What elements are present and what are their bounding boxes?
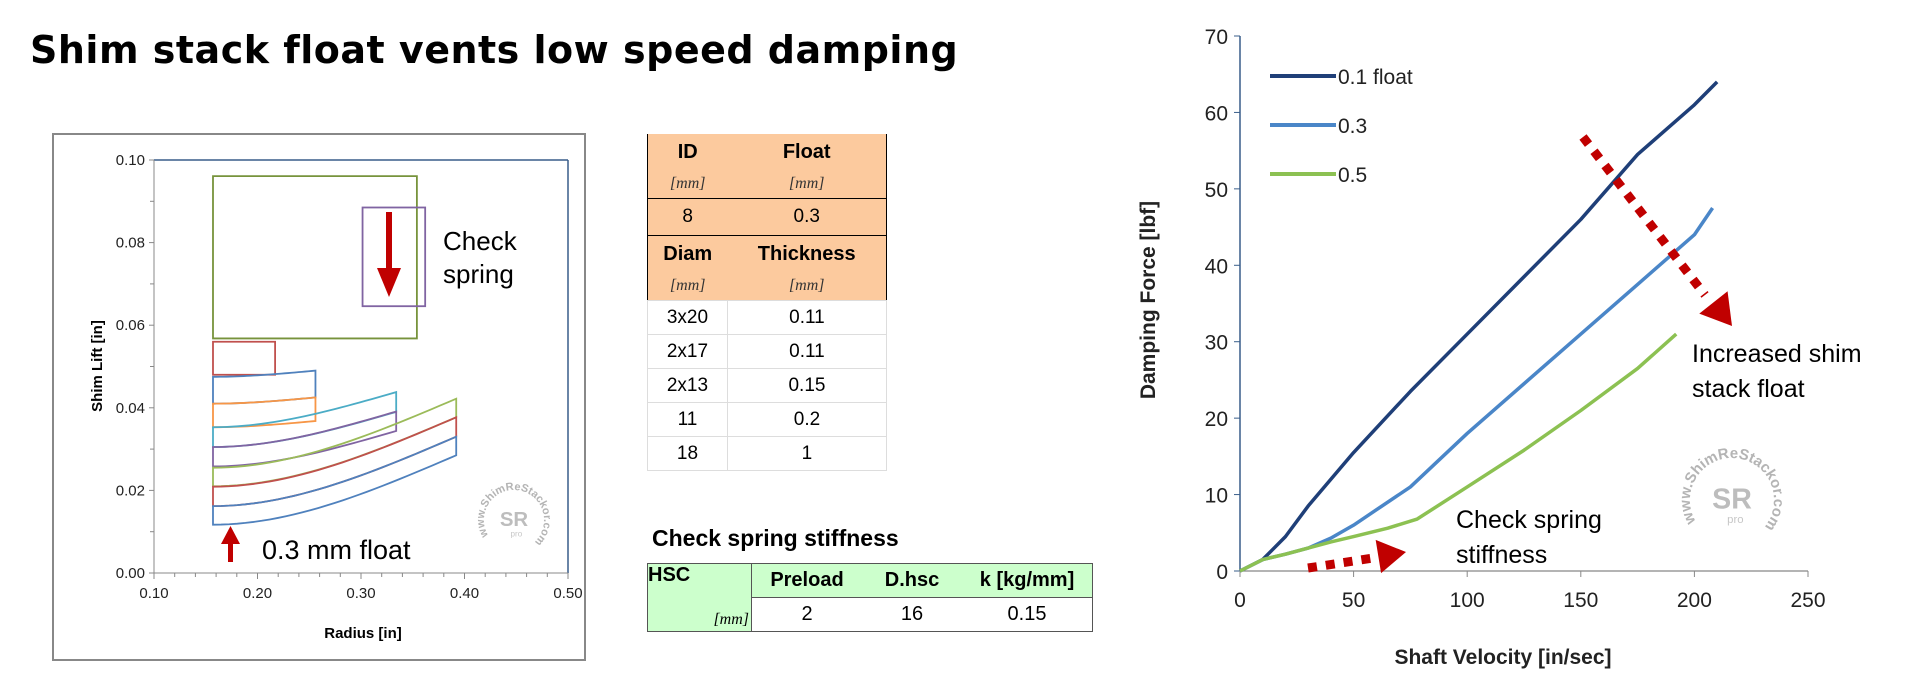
annotation-check-spring-1: Check (443, 226, 518, 256)
diam-cell[interactable]: 3x20 (647, 300, 728, 335)
shim-outline (212, 415, 458, 508)
y-tick-label: 0.08 (116, 235, 145, 252)
shim-outline (212, 397, 458, 488)
watermark-sub: pro (511, 530, 523, 539)
float-value[interactable]: 0.3 (727, 198, 887, 236)
y-tick-label: 0.00 (116, 565, 145, 582)
x-tick-label: 0.30 (346, 585, 375, 602)
table-row: 18 1 (647, 436, 888, 471)
thickness-cell[interactable]: 0.11 (726, 334, 888, 369)
hsc-label-cell: HSC [mm] (647, 563, 752, 632)
col-header-id: ID (647, 134, 728, 170)
thickness-cell[interactable]: 0.11 (726, 300, 888, 335)
hsc-table: HSC [mm] Preload D.hsc k [kg/mm] 2 16 0.1… (647, 563, 1093, 632)
shim-chart-frame (52, 133, 586, 661)
diam-cell[interactable]: 18 (647, 436, 728, 471)
up-arrow-icon (221, 526, 240, 544)
table-row: 2x13 0.15 (647, 368, 888, 403)
x-tick-label: 0.20 (243, 585, 272, 602)
preload-value[interactable]: 2 (751, 597, 862, 632)
unit-label: [mm] (727, 272, 887, 301)
watermark-logo: SR (500, 509, 529, 531)
unit-label: [mm] (647, 170, 728, 199)
thickness-cell[interactable]: 0.15 (726, 368, 888, 403)
hsc-label: HSC (648, 564, 691, 586)
thickness-cell[interactable]: 0.2 (726, 402, 888, 437)
col-header-float: Float (727, 134, 887, 170)
shim-stack-table: ID Float [mm] [mm] 8 0.3 Diam Thickness [mm]… (647, 134, 888, 471)
unit-label: [mm] (647, 272, 728, 301)
x-axis-label: Radius [in] (324, 625, 402, 642)
k-value[interactable]: 0.15 (962, 597, 1093, 632)
x-tick-label: 0.10 (139, 585, 168, 602)
col-header-diam: Diam (647, 235, 728, 272)
id-value[interactable]: 8 (647, 198, 728, 236)
check-spring-box (361, 206, 427, 308)
table-row: 11 0.2 (647, 402, 888, 437)
diam-cell[interactable]: 2x13 (647, 368, 728, 403)
page-title: Shim stack float vents low speed damping (30, 28, 959, 72)
col-header-thickness: Thickness (727, 235, 887, 272)
y-tick-label: 0.04 (116, 400, 145, 417)
down-arrow-shaft (386, 212, 392, 272)
unit-label: [mm] (727, 170, 887, 199)
diam-cell[interactable]: 2x17 (647, 334, 728, 369)
unit-label: [mm] (713, 611, 749, 628)
hsc-section-title: Check spring stiffness (652, 525, 899, 551)
x-tick-label: 0.40 (450, 585, 479, 602)
x-tick-label: 0.50 (553, 585, 582, 602)
shim-outline (212, 410, 398, 468)
shim-outline (212, 435, 458, 526)
shim-outline (212, 175, 418, 340)
dhsc-value[interactable]: 16 (862, 597, 962, 632)
col-header-preload: Preload (751, 563, 862, 598)
annotation-float: 0.3 mm float (262, 535, 411, 565)
thickness-cell[interactable]: 1 (726, 436, 888, 471)
down-arrow-icon (377, 268, 401, 297)
y-tick-label: 0.06 (116, 317, 145, 334)
table-row: 3x20 0.11 (647, 300, 888, 335)
diam-cell[interactable]: 11 (647, 402, 728, 437)
y-tick-label: 0.10 (116, 152, 145, 169)
table-row: 2x17 0.11 (647, 334, 888, 369)
up-arrow-shaft (228, 540, 233, 562)
col-header-dhsc: D.hsc (862, 563, 962, 598)
y-tick-label: 0.02 (116, 482, 145, 499)
shim-outline (212, 340, 276, 376)
y-axis-label: Shim Lift [in] (89, 320, 106, 412)
annotation-check-spring-2: spring (443, 259, 514, 289)
col-header-k: k [kg/mm] (962, 563, 1093, 598)
